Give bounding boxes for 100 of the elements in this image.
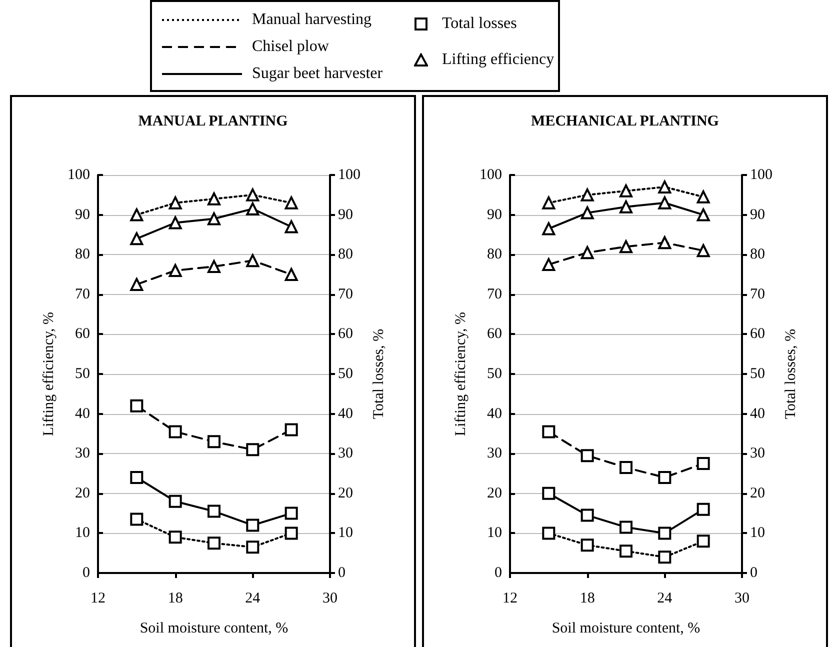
y2-axis-title: Total losses, %: [370, 328, 387, 420]
x-tick-label: 24: [245, 590, 261, 606]
y-tick-label: 20: [75, 485, 90, 502]
point: [580, 246, 594, 260]
point: [658, 550, 672, 564]
point: [696, 208, 710, 222]
point: [620, 520, 632, 534]
point: [168, 216, 182, 230]
point: [168, 196, 182, 210]
point: [130, 512, 144, 526]
x-axis-title: Soil moisture content, %: [140, 620, 288, 636]
y-tick-label: 80: [487, 246, 502, 263]
point: [168, 264, 182, 278]
y-tick-label: 0: [82, 565, 90, 581]
x-tick-label: 30: [734, 590, 750, 606]
point: [246, 540, 260, 554]
y-tick-label: 20: [487, 485, 502, 502]
y-tick-label: 0: [494, 565, 502, 581]
y2-tick-label: 90: [750, 206, 765, 223]
point: [130, 232, 144, 246]
y-tick-label: 100: [68, 167, 90, 183]
y-tick-label: 30: [75, 446, 90, 462]
point: [620, 200, 632, 214]
y2-tick-label: 0: [750, 565, 758, 581]
y2-tick-label: 70: [338, 286, 353, 302]
point: [620, 240, 632, 254]
y2-tick-label: 20: [750, 485, 765, 502]
point: [246, 518, 260, 532]
point: [208, 260, 220, 274]
point: [658, 196, 672, 210]
y2-tick-label: 80: [750, 246, 765, 263]
point: [620, 461, 632, 474]
y-tick-label: 100: [480, 167, 502, 183]
point: [580, 538, 594, 552]
point: [284, 526, 298, 540]
text: Lifting efficiency: [442, 51, 554, 69]
y-axis-title: Lifting efficiency, %: [41, 312, 58, 436]
y2-tick-label: 60: [750, 326, 765, 342]
y-tick-label: 70: [487, 286, 502, 302]
point: [284, 506, 298, 520]
point: [580, 508, 594, 522]
point: [658, 180, 672, 194]
x-tick-label: 24: [657, 590, 673, 606]
point: [620, 544, 632, 558]
x-tick-label: 12: [502, 590, 518, 606]
point: [284, 268, 298, 281]
point: [246, 202, 260, 216]
y2-tick-label: 80: [338, 246, 353, 263]
point: [168, 530, 182, 544]
point: [284, 220, 298, 234]
y-tick-label: 10: [75, 525, 90, 542]
y-tick-label: 50: [75, 366, 90, 382]
y2-tick-label: 60: [338, 326, 353, 342]
y2-tick-label: 0: [338, 565, 346, 581]
y-tick-label: 90: [75, 206, 90, 223]
point: [542, 425, 556, 438]
point: [208, 536, 220, 550]
y2-tick-label: 10: [750, 525, 765, 542]
point: [542, 526, 556, 540]
point: [696, 190, 710, 204]
x-tick-label: 18: [580, 590, 595, 606]
text: Total losses: [442, 15, 517, 33]
x-tick-label: 18: [168, 590, 183, 606]
point: [130, 470, 144, 484]
legend-label: Sugar beet harvester: [252, 65, 383, 83]
point: [130, 399, 144, 412]
x-axis-title: Soil moisture content, %: [552, 620, 700, 636]
point: [658, 236, 672, 250]
y-tick-label: 30: [487, 446, 502, 462]
chart-title: MANUAL PLANTING: [138, 114, 288, 130]
point: [696, 502, 710, 516]
point: [542, 258, 556, 272]
point: [620, 184, 632, 198]
point: [208, 435, 220, 448]
point: [130, 278, 144, 291]
y-tick-label: 60: [487, 326, 502, 342]
y-tick-label: 90: [487, 206, 502, 223]
x-tick-label: 12: [90, 590, 106, 606]
point: [246, 443, 260, 456]
y-tick-label: 40: [487, 406, 502, 422]
y2-tick-label: 40: [750, 406, 765, 422]
y2-tick-label: 30: [338, 446, 353, 462]
y2-tick-label: 30: [750, 446, 765, 462]
y-tick-label: 70: [75, 286, 90, 302]
y-tick-label: 80: [75, 246, 90, 263]
point: [542, 196, 556, 210]
y-tick-label: 40: [75, 406, 90, 422]
y2-axis-title: Total losses, %: [782, 328, 799, 420]
y-tick-label: 60: [75, 326, 90, 342]
point: [696, 244, 710, 258]
point: [246, 254, 260, 268]
point: [580, 188, 594, 202]
point: [580, 449, 594, 462]
y2-tick-label: 40: [338, 406, 353, 422]
y2-tick-label: 70: [750, 286, 765, 302]
point: [542, 222, 556, 236]
point: [246, 188, 260, 202]
y2-tick-label: 50: [338, 366, 353, 382]
legend-label: Manual harvesting: [252, 11, 372, 29]
point: [580, 206, 594, 220]
